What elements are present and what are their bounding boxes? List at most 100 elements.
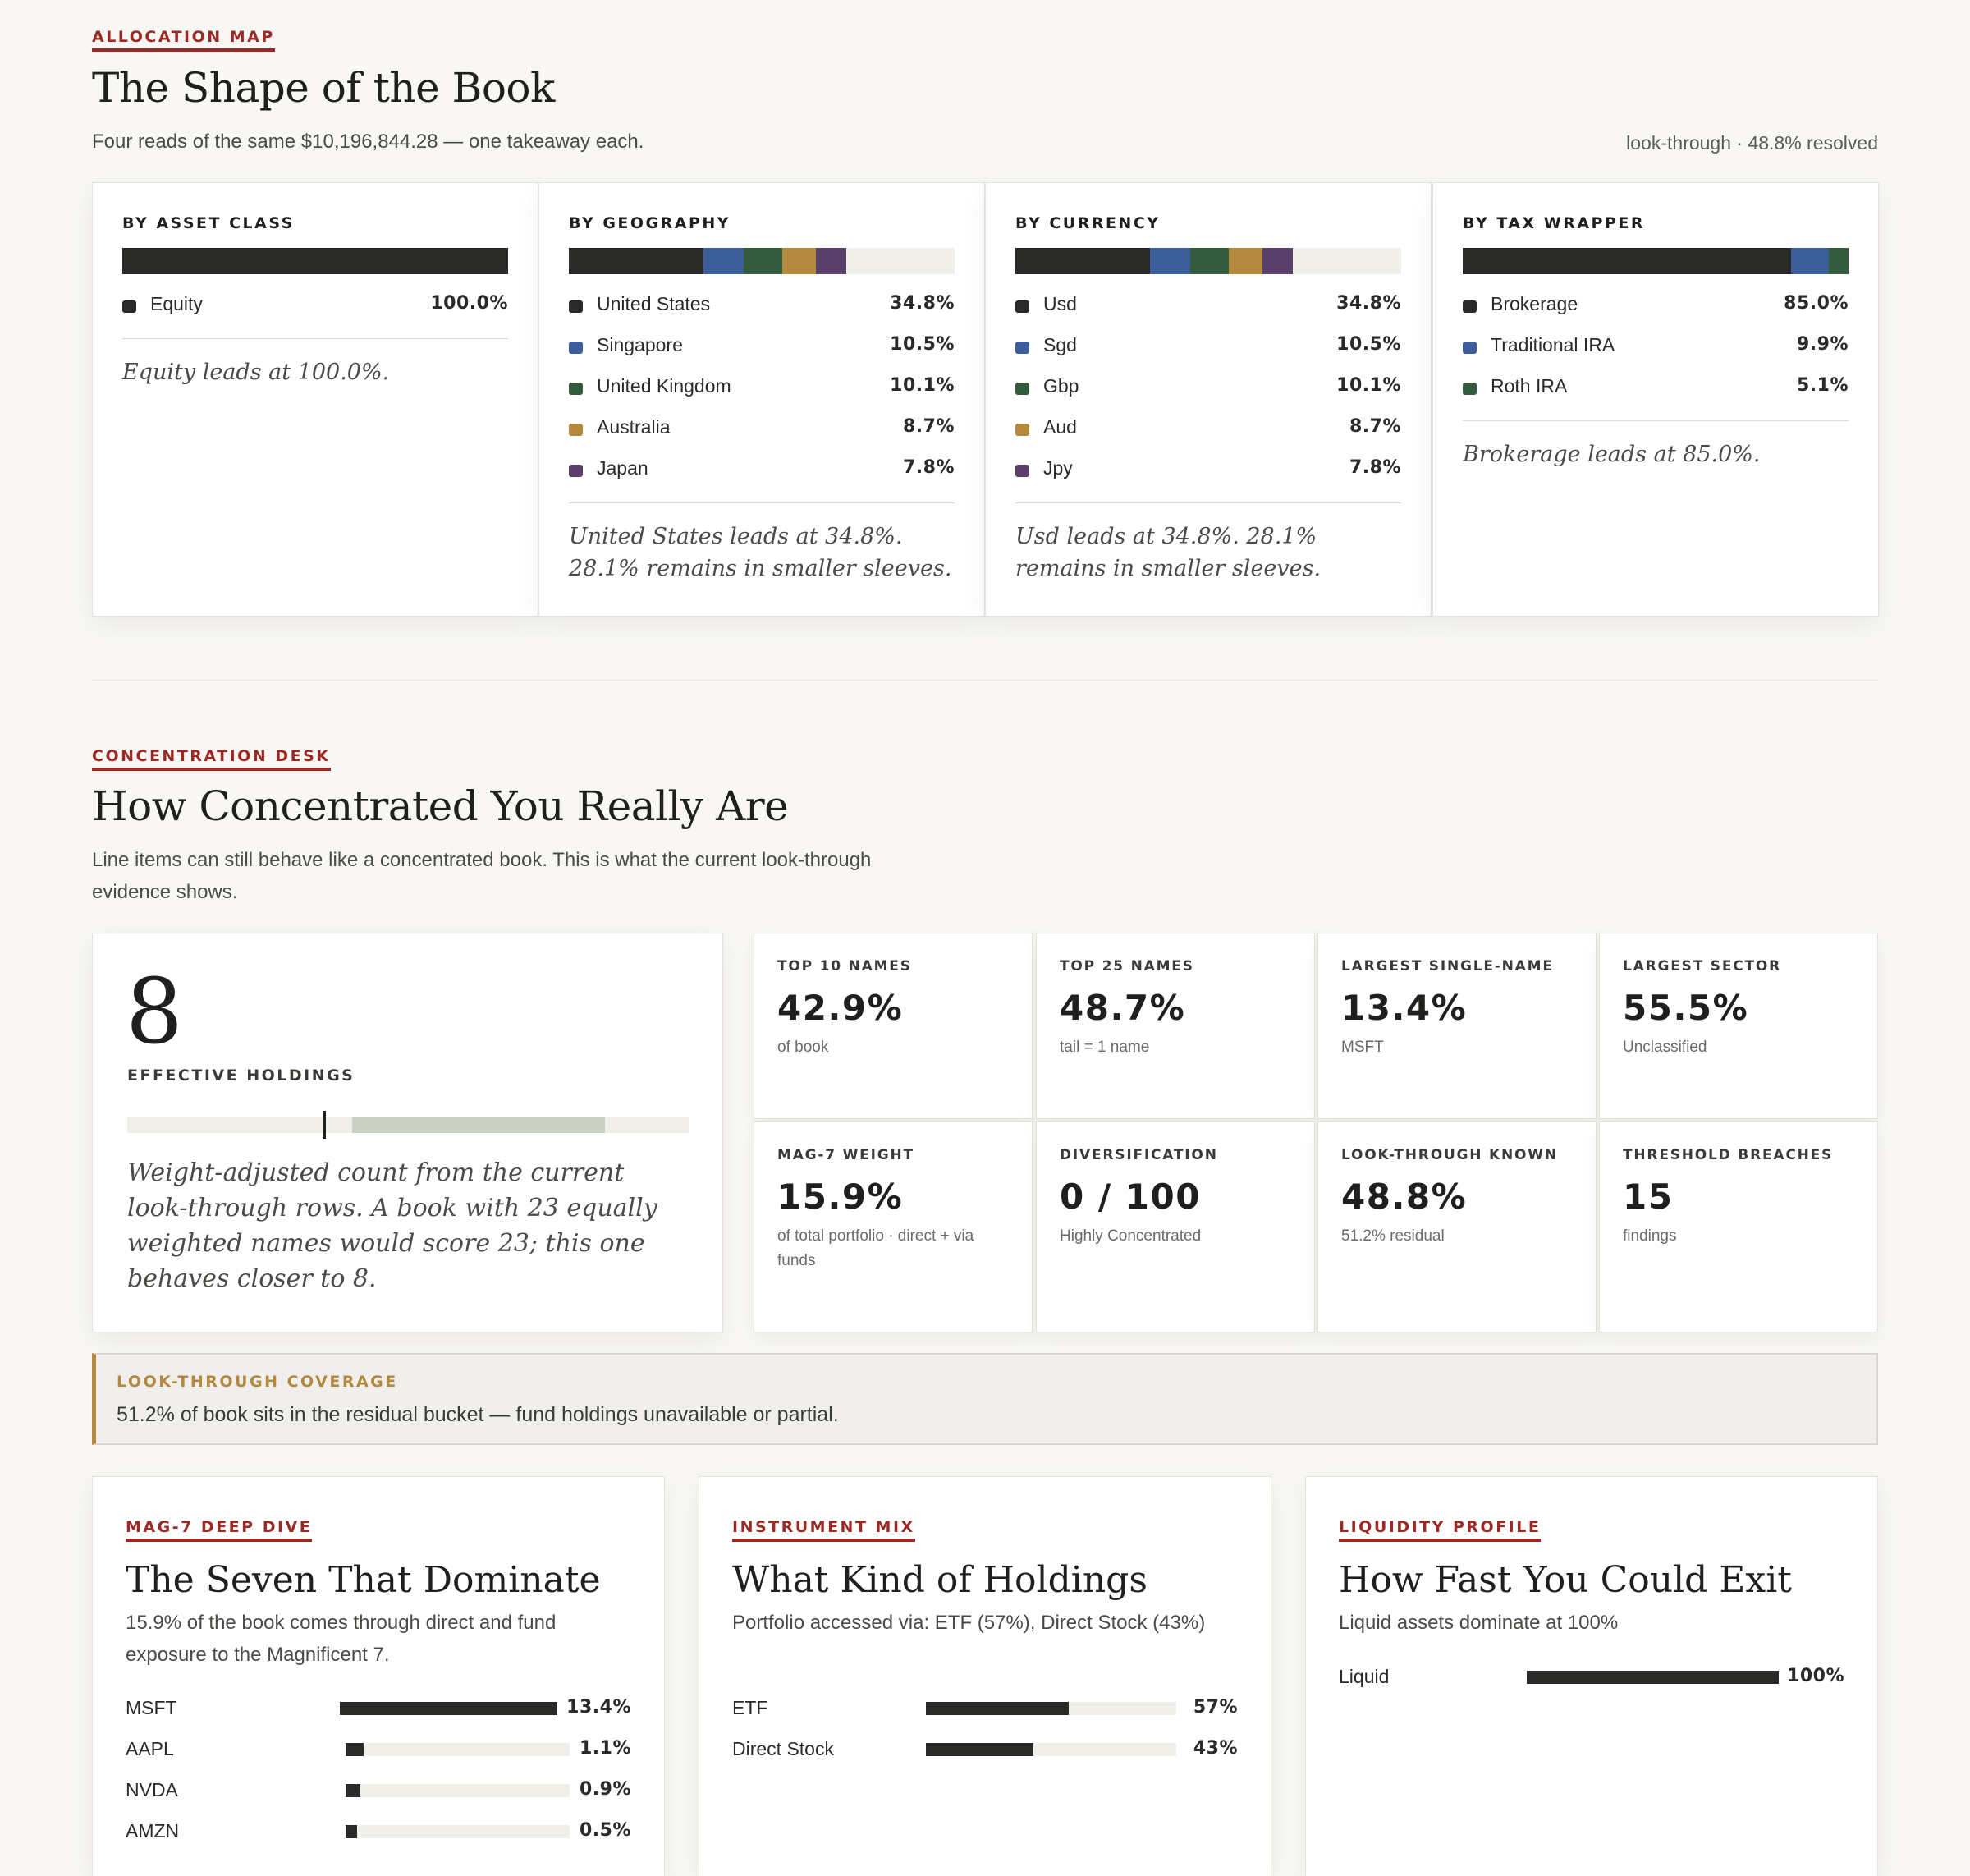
allocation-card: BY GEOGRAPHY United States 34.8% Singapore 1… [538,182,985,617]
bar-percent: 43% [1193,1738,1238,1759]
effective-marker [322,1111,326,1139]
allocation-stacked-bar [122,248,508,274]
panel-title: What Kind of Holdings [732,1559,1148,1601]
allocation-card-title: BY GEOGRAPHY [569,214,731,232]
allocation-card-title: BY CURRENCY [1015,214,1161,232]
allocation-note: Brokerage leads at 85.0%. [1463,442,1761,467]
legend-row: United States 34.8% [569,293,955,334]
allocation-card-title: BY TAX WRAPPER [1463,214,1646,232]
allocation-legend: United States 34.8% Singapore 10.5% United K… [569,293,955,498]
resolved-meta: look-through · 48.8% resolved [1626,132,1878,154]
legend-row: Australia 8.7% [569,416,955,457]
effective-holdings-label: EFFECTIVE HOLDINGS [127,1066,355,1085]
bar-fill [1527,1671,1779,1684]
legend-percent: 5.1% [1796,375,1849,396]
coverage-callout: LOOK-THROUGH COVERAGE 51.2% of book sits… [92,1353,1878,1445]
legend-name: Brokerage [1491,293,1578,314]
effective-holdings-value: 8 [126,959,183,1064]
legend-percent: 10.1% [890,375,955,396]
kpi-tile: MAG-7 WEIGHT 15.9% of total portfolio · di… [754,1121,1033,1332]
allocation-legend: Usd 34.8% Sgd 10.5% Gbp 10.1% Aud 8.7% Jpy 7.8% [1015,293,1401,498]
legend-row: Traditional IRA 9.9% [1463,334,1849,375]
legend-row: Roth IRA 5.1% [1463,375,1849,416]
bar-track [926,1743,1176,1756]
bar-fill [926,1702,1069,1715]
allocation-bar-segment [1229,248,1263,274]
allocation-bar-segment [1829,248,1849,274]
allocation-legend: Equity 100.0% [122,293,508,334]
kpi-value: 48.7% [1060,988,1186,1028]
allocation-bar-segment [1463,248,1791,274]
section-eyebrow: ALLOCATION MAP [92,28,275,52]
legend-percent: 8.7% [1349,416,1401,437]
legend-swatch [1015,342,1029,354]
legend-row: Japan 7.8% [569,457,955,498]
insight-panel: MAG-7 DEEP DIVE The Seven That Dominate 15… [92,1476,665,1876]
allocation-legend: Brokerage 85.0% Traditional IRA 9.9% Roth IR… [1463,293,1849,416]
legend-swatch [1015,424,1029,436]
legend-swatch [1463,342,1477,354]
bar-label: Liquid [1339,1666,1390,1687]
allocation-bar-segment [569,248,703,274]
bar-percent: 100% [1787,1666,1844,1686]
effective-range-band [352,1117,606,1133]
kpi-value: 13.4% [1341,988,1468,1028]
allocation-note: Usd leads at 34.8%. 28.1% remains in sma… [1015,524,1322,581]
allocation-bar-segment [1262,248,1293,274]
kpi-subtext: Highly Concentrated [1060,1227,1202,1245]
legend-row: United Kingdom 10.1% [569,375,955,416]
allocation-bar-segment [122,248,508,274]
legend-row: Gbp 10.1% [1015,375,1401,416]
kpi-label: DIVERSIFICATION [1060,1147,1218,1163]
allocation-bar-segment [1149,248,1190,274]
section-title: How Concentrated You Really Are [92,782,789,830]
allocation-card: BY TAX WRAPPER Brokerage 85.0% Traditional … [1432,182,1879,617]
legend-percent: 10.5% [1336,334,1401,355]
allocation-stacked-bar [569,248,955,274]
legend-row: Sgd 10.5% [1015,334,1401,375]
bar-fill [346,1825,357,1838]
allocation-note: United States leads at 34.8%. 28.1% rema… [569,524,952,581]
kpi-tile: LARGEST SINGLE-NAME 13.4% MSFT [1317,933,1597,1119]
kpi-tile: DIVERSIFICATION 0 / 100 Highly Concentrate… [1036,1121,1315,1332]
kpi-value: 55.5% [1623,988,1749,1028]
kpi-label: LARGEST SINGLE-NAME [1341,958,1554,975]
kpi-tile: TOP 25 NAMES 48.7% tail = 1 name [1036,933,1315,1119]
insight-panel: LIQUIDITY PROFILE How Fast You Could Exit… [1305,1476,1878,1876]
legend-name: Traditional IRA [1491,334,1615,355]
kpi-label: MAG-7 WEIGHT [777,1147,914,1163]
effective-holdings-note: Weight-adjusted count from the current l… [127,1158,657,1293]
legend-name: Japan [597,457,648,479]
legend-row: Aud 8.7% [1015,416,1401,457]
legend-name: Sgd [1043,334,1077,355]
kpi-value: 42.9% [777,988,904,1028]
kpi-value: 0 / 100 [1060,1177,1201,1217]
allocation-bar-segment [1790,248,1830,274]
kpi-subtext: tail = 1 name [1060,1039,1150,1056]
bar-percent: 13.4% [566,1697,631,1718]
bar-track [1527,1671,1779,1684]
kpi-value: 15.9% [777,1177,904,1217]
kpi-tile: TOP 10 NAMES 42.9% of book [754,933,1033,1119]
legend-swatch [569,424,583,436]
panel-title: The Seven That Dominate [126,1559,601,1601]
effective-holdings-card: 8 EFFECTIVE HOLDINGS Weight-adjusted cou… [92,933,723,1332]
bar-percent: 0.5% [579,1820,631,1841]
bar-track [346,1784,570,1797]
section-eyebrow: CONCENTRATION DESK [92,747,331,771]
bar-fill [346,1784,361,1797]
legend-name: Roth IRA [1491,375,1568,397]
legend-name: Usd [1043,293,1077,314]
effective-range-track [127,1111,690,1139]
allocation-bar-segment [1015,248,1150,274]
legend-swatch [1463,300,1477,313]
kpi-label: TOP 25 NAMES [1060,958,1194,975]
kpi-value: 48.8% [1341,1177,1468,1217]
kpi-subtext: MSFT [1341,1039,1384,1056]
legend-swatch [1463,383,1477,395]
legend-percent: 85.0% [1784,293,1849,314]
kpi-label: TOP 10 NAMES [777,958,912,975]
panel-bar-row: AAPL 1.1% [126,1738,631,1779]
bar-label: MSFT [126,1697,177,1718]
